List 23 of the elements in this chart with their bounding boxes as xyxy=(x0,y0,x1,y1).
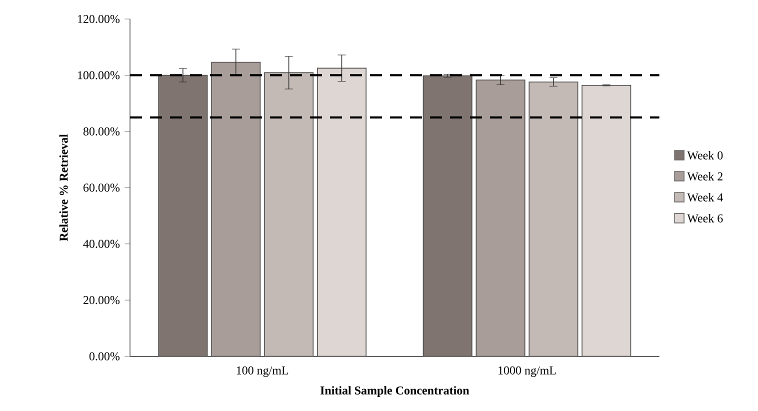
y-axis-title: Relative % Retrieval xyxy=(59,134,68,242)
x-axis-title: Initial Sample Concentration xyxy=(320,386,470,397)
bar xyxy=(422,75,472,357)
legend-label: Week 0 xyxy=(687,151,723,160)
y-tick-label: 120.00% xyxy=(78,14,120,24)
legend-label: Week 2 xyxy=(687,172,722,181)
bar xyxy=(582,84,632,357)
y-tick-label: 80.00% xyxy=(83,127,120,136)
bar xyxy=(476,80,526,357)
y-tick-label: 20.00% xyxy=(83,296,120,304)
y-tick-label: 60.00% xyxy=(83,184,120,192)
y-tick-label: 40.00% xyxy=(83,240,120,248)
legend-label: Week 6 xyxy=(687,214,723,222)
bar xyxy=(158,74,208,357)
y-tick-label: 100.00% xyxy=(78,71,120,80)
bar xyxy=(211,62,261,357)
legend-label: Week 4 xyxy=(687,193,723,202)
bar xyxy=(528,82,578,357)
y-tick-label: 0.00% xyxy=(89,352,120,360)
x-tick-label: 100 ng/mL xyxy=(236,366,288,377)
bar xyxy=(264,72,314,357)
bar xyxy=(316,68,366,357)
x-tick-label: 1000 ng/mL xyxy=(498,366,556,377)
